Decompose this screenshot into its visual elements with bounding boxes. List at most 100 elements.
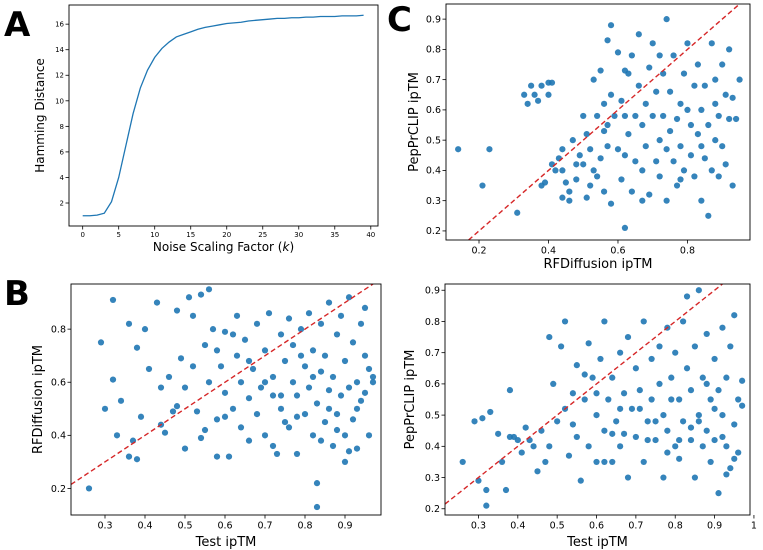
scatter-point <box>644 436 651 444</box>
scatter-point <box>617 349 624 356</box>
x-tick-label: 20 <box>222 231 231 239</box>
x-tick-label: 0.4 <box>541 246 556 257</box>
scatter-point <box>169 408 177 415</box>
diagonal-line <box>445 284 723 505</box>
scatter-point <box>600 127 608 135</box>
scatter-point <box>687 121 695 129</box>
scatter-point <box>201 341 209 349</box>
scatter-point <box>273 450 281 458</box>
scatter-point <box>197 291 205 298</box>
scatter-point <box>534 97 542 104</box>
scatter-point <box>739 377 746 384</box>
y-tick-label: 14 <box>55 46 64 54</box>
scatter-point <box>664 449 671 456</box>
scatter-point <box>719 143 726 150</box>
scatter-point <box>165 373 173 381</box>
chart-a-line: 0 5 10 15 20 25 30 35 40 2 4 6 8 10 12 14 16 Noise Scalin… <box>33 4 379 254</box>
scatter-point <box>722 161 729 168</box>
scatter-point <box>357 320 365 327</box>
scatter-point <box>518 449 525 456</box>
y-tick-label: 0.6 <box>51 378 66 389</box>
scatter-point <box>229 331 237 338</box>
scatter-point <box>486 146 493 153</box>
scatter-point <box>691 82 698 89</box>
scatter-point <box>161 429 169 436</box>
scatter-point <box>653 158 660 165</box>
scatter-point <box>585 340 592 347</box>
scatter-point <box>672 349 679 356</box>
y-tick-label: 0.4 <box>51 431 66 442</box>
scatter-point <box>698 106 705 113</box>
scatter-point <box>554 418 561 425</box>
scatter-point <box>656 173 663 180</box>
scatter-point <box>684 40 691 47</box>
scatter-point <box>581 396 588 403</box>
scatter-point <box>528 82 535 89</box>
scatter-point <box>666 88 674 95</box>
scatter-point <box>712 76 719 83</box>
scatter-point <box>189 363 197 370</box>
scatter-point <box>620 430 628 437</box>
scatter-point <box>593 390 600 397</box>
scatter-point <box>561 318 569 325</box>
scatter-point <box>369 379 377 386</box>
scatter-point <box>605 396 612 403</box>
scatter-point <box>694 131 701 138</box>
scatter-point <box>617 443 624 450</box>
scatter-point <box>233 352 241 359</box>
scatter-point <box>711 405 718 412</box>
scatter-point <box>666 127 674 135</box>
scatter-point <box>699 443 706 450</box>
y-tick-label: 0.2 <box>425 504 440 515</box>
scatter-point <box>261 379 269 386</box>
x-axis-label: Test ipTM <box>195 535 257 550</box>
scatter-point <box>593 412 600 419</box>
scatter-point <box>722 91 729 98</box>
scatter-point <box>670 52 677 59</box>
y-tick-label: 0.8 <box>51 324 66 335</box>
scatter-point <box>739 402 746 409</box>
scatter-point <box>736 76 743 83</box>
scatter-point <box>673 115 681 123</box>
scatter-point <box>277 392 285 399</box>
scatter-point <box>573 161 580 168</box>
scatter-point <box>117 397 125 404</box>
scatter-point <box>676 436 683 444</box>
scatter-point <box>652 436 659 444</box>
scatter-point <box>221 328 229 335</box>
scatter-point <box>213 416 221 423</box>
scatter-point <box>597 155 604 162</box>
scatter-point <box>471 418 478 425</box>
scatter-point <box>213 347 221 354</box>
scatter-point <box>733 115 740 123</box>
y-tick-label: 0.4 <box>425 442 440 453</box>
scatter-point <box>604 143 611 150</box>
scatter-point <box>668 374 675 381</box>
scatter-point <box>594 173 601 180</box>
scatter-point <box>245 395 253 402</box>
scatter-point <box>101 405 109 412</box>
scatter-point <box>269 373 277 381</box>
scatter-point <box>715 173 722 180</box>
scatter-point <box>604 37 611 44</box>
scatter-point <box>731 312 738 319</box>
scatter-point <box>640 318 647 325</box>
scatter-point <box>705 121 712 129</box>
x-tick-label: 30 <box>294 231 303 239</box>
scatter-point <box>305 384 313 391</box>
scatter-point <box>205 379 213 386</box>
scatter-point <box>583 194 590 201</box>
scatter-point <box>639 197 646 204</box>
scatter-point <box>708 40 715 47</box>
scatter-point <box>297 326 305 333</box>
scatter-point <box>297 352 305 359</box>
scatter-point <box>594 112 601 120</box>
scatter-point <box>249 365 257 373</box>
x-tick-label: 0.7 <box>257 521 272 532</box>
scatter-point <box>644 418 651 425</box>
y-tick-label: 6 <box>60 148 65 156</box>
scatter-point <box>726 46 733 53</box>
y-tick-label: 0.9 <box>425 286 440 297</box>
scatter-point <box>680 318 687 325</box>
scatter-point <box>652 418 659 425</box>
